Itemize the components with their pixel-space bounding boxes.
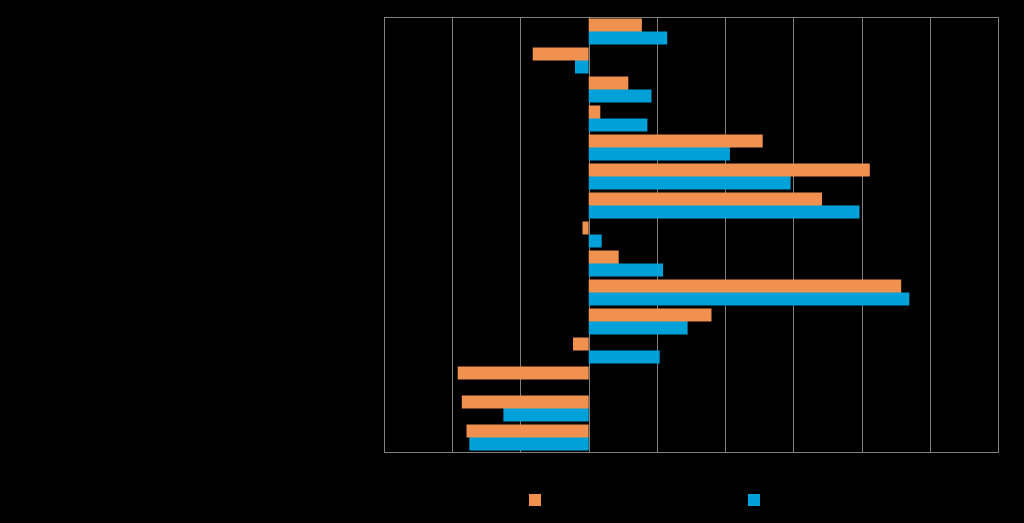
- bar-series2-category3: [588, 89, 652, 103]
- bar-series2-category6: [588, 176, 791, 190]
- bar-series1-category13: [457, 366, 589, 380]
- bar-series2-category10: [588, 292, 910, 306]
- bar-series1-category7: [588, 192, 822, 206]
- plot-area-frame: [384, 17, 999, 453]
- bars: [457, 18, 910, 451]
- bar-series1-category12: [573, 337, 589, 351]
- bar-series1-category9: [588, 250, 619, 264]
- bar-series2-category5: [588, 147, 730, 161]
- bar-series2-category1: [588, 31, 668, 45]
- gridlines: [452, 17, 931, 452]
- bar-series2-category8: [588, 234, 602, 248]
- bar-series2-category4: [588, 118, 648, 132]
- bar-series1-category6: [588, 163, 870, 177]
- bar-series2-category2: [575, 60, 589, 74]
- legend: [529, 494, 760, 506]
- bar-series2-category15: [469, 437, 589, 451]
- bar-series1-category5: [588, 134, 763, 148]
- bar-series1-category1: [588, 18, 642, 32]
- bar-series1-category10: [588, 279, 902, 293]
- bar-series1-category8: [582, 221, 589, 235]
- legend-swatch-series1: [529, 494, 541, 506]
- bar-series1-category3: [588, 76, 629, 90]
- bar-series1-category4: [588, 105, 601, 119]
- bar-series2-category11: [588, 321, 688, 335]
- bar-series1-category14: [461, 395, 589, 409]
- bar-series2-category12: [588, 350, 660, 364]
- bar-series2-category7: [588, 205, 860, 219]
- bar-series2-category9: [588, 263, 664, 277]
- bar-series1-category2: [532, 47, 589, 61]
- bar-series2-category14: [503, 408, 589, 422]
- bar-series1-category11: [588, 308, 712, 322]
- bar-series1-category15: [466, 424, 589, 438]
- legend-swatch-series2: [748, 494, 760, 506]
